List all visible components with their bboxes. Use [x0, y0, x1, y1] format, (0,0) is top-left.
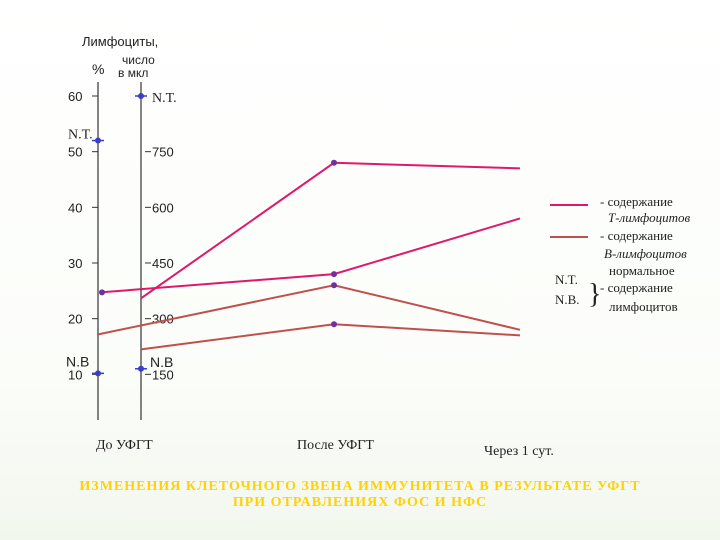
left-axis-header: % — [92, 61, 104, 77]
right-tick-label-1: 600 — [152, 200, 174, 215]
normal-markers: N.T. N.B N.T. N.B — [66, 91, 177, 377]
right-marker-nt-label: N.T. — [152, 91, 177, 106]
left-tick-label-1: 50 — [68, 145, 82, 160]
legend-brace: } — [588, 279, 601, 310]
left-marker-nt-label: N.T. — [68, 128, 93, 143]
category-label-0: До УФГТ — [96, 438, 153, 453]
right-tick-label-0: 750 — [152, 145, 174, 160]
left-marker-nb-label: N.B — [66, 353, 89, 369]
right-tick-label-4: 150 — [152, 367, 174, 382]
legend-norm-label-t: N.T. — [555, 272, 578, 287]
left-tick-label-5: 10 — [68, 367, 82, 382]
right-marker-nb-label: N.B — [150, 354, 173, 370]
legend-norm-line2: - содержание — [600, 280, 673, 295]
legend-t-line1: - содержание — [600, 194, 673, 209]
left-marker-nt-dot — [95, 137, 101, 144]
left-tick-label-3: 30 — [68, 256, 82, 271]
left-axis-ticks: 60 50 40 30 20 10 — [68, 89, 98, 382]
left-tick-label-0: 60 — [68, 89, 82, 104]
left-marker-nb-dot — [95, 370, 101, 377]
category-label-2: Через 1 сут. — [484, 444, 554, 459]
left-tick-label-2: 40 — [68, 200, 82, 215]
right-axis-header-line1: число — [122, 53, 155, 67]
right-marker-nb-dot — [138, 365, 144, 372]
legend-b-line2: В-лимфоцитов — [604, 246, 687, 261]
series-line-b-count — [140, 323, 521, 351]
legend-t-line2: Т-лимфоцитов — [608, 210, 690, 225]
series-layer — [96, 159, 521, 351]
caption-line1: ИЗМЕНЕНИЯ КЛЕТОЧНОГО ЗВЕНА ИММУНИТЕТА В … — [79, 479, 641, 494]
common-axis-header: Лимфоциты, — [82, 34, 158, 49]
series-line-t-count — [140, 161, 521, 300]
legend-norm-line1: нормальное — [609, 263, 675, 278]
caption-line2: ПРИ ОТРАВЛЕНИЯХ ФОС И НФС — [232, 495, 488, 510]
legend-norm-line3: лимфоцитов — [609, 299, 678, 314]
series-point-t-percent-1 — [331, 271, 337, 278]
series-point-b-percent-1 — [331, 282, 337, 289]
right-axis-header-line2: в мкл — [118, 66, 148, 80]
legend-b-line1: - содержание — [600, 228, 673, 243]
legend: - содержание Т-лимфоцитов - содержание В… — [550, 194, 690, 314]
left-tick-label-4: 20 — [68, 312, 82, 327]
category-label-1: После УФГТ — [297, 438, 374, 453]
right-marker-nt-dot — [138, 93, 144, 99]
right-tick-label-2: 450 — [152, 256, 174, 271]
x-categories: До УФГТ После УФГТ Через 1 сут. — [96, 438, 554, 459]
series-point-t-count-1 — [331, 159, 337, 166]
series-point-t-percent-start — [99, 289, 105, 296]
series-point-b-count-1 — [331, 321, 337, 328]
legend-norm-label-b: N.B. — [555, 292, 580, 307]
